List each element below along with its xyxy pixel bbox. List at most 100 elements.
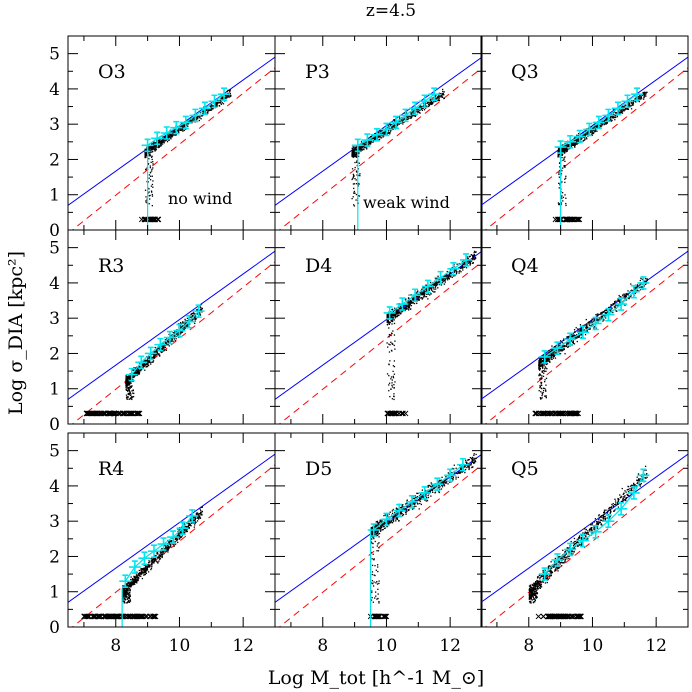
scatter-point bbox=[579, 334, 581, 337]
scatter-point bbox=[426, 284, 428, 286]
scatter-point bbox=[565, 177, 567, 179]
scatter-point bbox=[557, 202, 560, 204]
scatter-point bbox=[551, 358, 553, 361]
scatter-point bbox=[593, 126, 595, 128]
scatter-point bbox=[559, 353, 562, 355]
scatter-point bbox=[619, 300, 621, 302]
scatter-point bbox=[398, 123, 401, 125]
scatter-point bbox=[133, 376, 135, 378]
scatter-point bbox=[392, 330, 394, 332]
scatter-point bbox=[229, 94, 232, 97]
scatter-point bbox=[154, 147, 156, 149]
scatter-point bbox=[228, 96, 231, 98]
scatter-point bbox=[552, 351, 554, 354]
scatter-points bbox=[557, 91, 648, 207]
scatter-point bbox=[389, 321, 391, 324]
scatter-point bbox=[164, 140, 166, 142]
scatter-point bbox=[473, 253, 476, 256]
scatter-point bbox=[148, 153, 151, 156]
scatter-point bbox=[383, 133, 385, 135]
scatter-point bbox=[352, 173, 355, 176]
scatter-point bbox=[542, 359, 544, 362]
scatter-point bbox=[603, 120, 606, 122]
scatter-point bbox=[221, 98, 223, 100]
scatter-point bbox=[419, 105, 422, 107]
scatter-point bbox=[125, 380, 128, 382]
scatter-point bbox=[448, 277, 450, 279]
scatter-point bbox=[628, 102, 630, 104]
scatter-point bbox=[151, 155, 153, 157]
scatter-point bbox=[381, 129, 383, 131]
scatter-point bbox=[162, 347, 164, 349]
scatter-point bbox=[393, 314, 395, 316]
scatter-point bbox=[161, 140, 164, 142]
scatter-point bbox=[135, 372, 138, 375]
scatter-point bbox=[566, 336, 568, 338]
scatter-point bbox=[420, 107, 423, 109]
scatter-point bbox=[564, 165, 566, 167]
scatter-point bbox=[145, 196, 147, 198]
scatter-point bbox=[562, 349, 565, 351]
scatter-point bbox=[540, 365, 543, 367]
scatter-point bbox=[172, 129, 175, 132]
scatter-point bbox=[558, 172, 560, 174]
scatter-point bbox=[148, 177, 150, 179]
scatter-point bbox=[210, 104, 213, 106]
scatter-point bbox=[164, 135, 167, 137]
median-point bbox=[631, 87, 644, 101]
scatter-point bbox=[632, 101, 634, 103]
scatter-point bbox=[454, 268, 456, 271]
scatter-point bbox=[159, 142, 161, 145]
scatter-point bbox=[408, 301, 410, 304]
scatter-point bbox=[353, 152, 355, 154]
scatter-point bbox=[415, 292, 417, 294]
scatter-point bbox=[183, 126, 185, 128]
scatter-point bbox=[168, 137, 170, 139]
scatter-point bbox=[362, 142, 364, 145]
scatter-point bbox=[580, 329, 582, 331]
scatter-point bbox=[393, 319, 395, 321]
median-point bbox=[154, 337, 167, 352]
scatter-point bbox=[127, 388, 130, 390]
scatter-point bbox=[150, 148, 153, 151]
scatter-point bbox=[540, 377, 542, 379]
floor-point bbox=[91, 410, 98, 417]
scatter-point bbox=[138, 373, 141, 375]
scatter-point bbox=[148, 146, 150, 148]
scatter-point bbox=[635, 96, 637, 98]
scatter-point bbox=[155, 149, 157, 151]
scatter-point bbox=[578, 335, 580, 337]
scatter-point bbox=[177, 541, 179, 544]
scatter-point bbox=[190, 313, 192, 315]
scatter-point bbox=[159, 558, 162, 560]
scatter-point bbox=[561, 148, 563, 151]
scatter-point bbox=[362, 147, 364, 149]
scatter-point bbox=[596, 126, 598, 128]
scatter-point bbox=[444, 277, 446, 280]
scatter-point bbox=[162, 139, 165, 142]
scatter-point bbox=[162, 143, 164, 145]
scatter-point bbox=[173, 335, 176, 338]
scatter-point bbox=[180, 327, 182, 329]
scatter-point bbox=[539, 386, 541, 389]
scatter-point bbox=[409, 116, 412, 118]
scatter-point bbox=[632, 104, 634, 106]
floor-points bbox=[532, 410, 582, 417]
floor-point bbox=[572, 410, 578, 417]
scatter-point bbox=[147, 360, 149, 362]
scatter-point bbox=[360, 146, 363, 148]
scatter-point bbox=[397, 123, 399, 126]
scatter-point bbox=[551, 350, 553, 352]
scatter-point bbox=[152, 356, 155, 359]
scatter-point bbox=[564, 150, 567, 152]
scatter-point bbox=[431, 289, 433, 291]
scatter-point bbox=[387, 320, 389, 322]
scatter-point bbox=[216, 99, 219, 101]
scatter-point bbox=[364, 144, 366, 146]
scatter-point bbox=[539, 374, 541, 376]
scatter-point bbox=[538, 360, 540, 362]
scatter-point bbox=[425, 296, 428, 298]
scatter-point bbox=[443, 283, 446, 285]
scatter-point bbox=[567, 337, 569, 339]
scatter-point bbox=[430, 288, 433, 290]
